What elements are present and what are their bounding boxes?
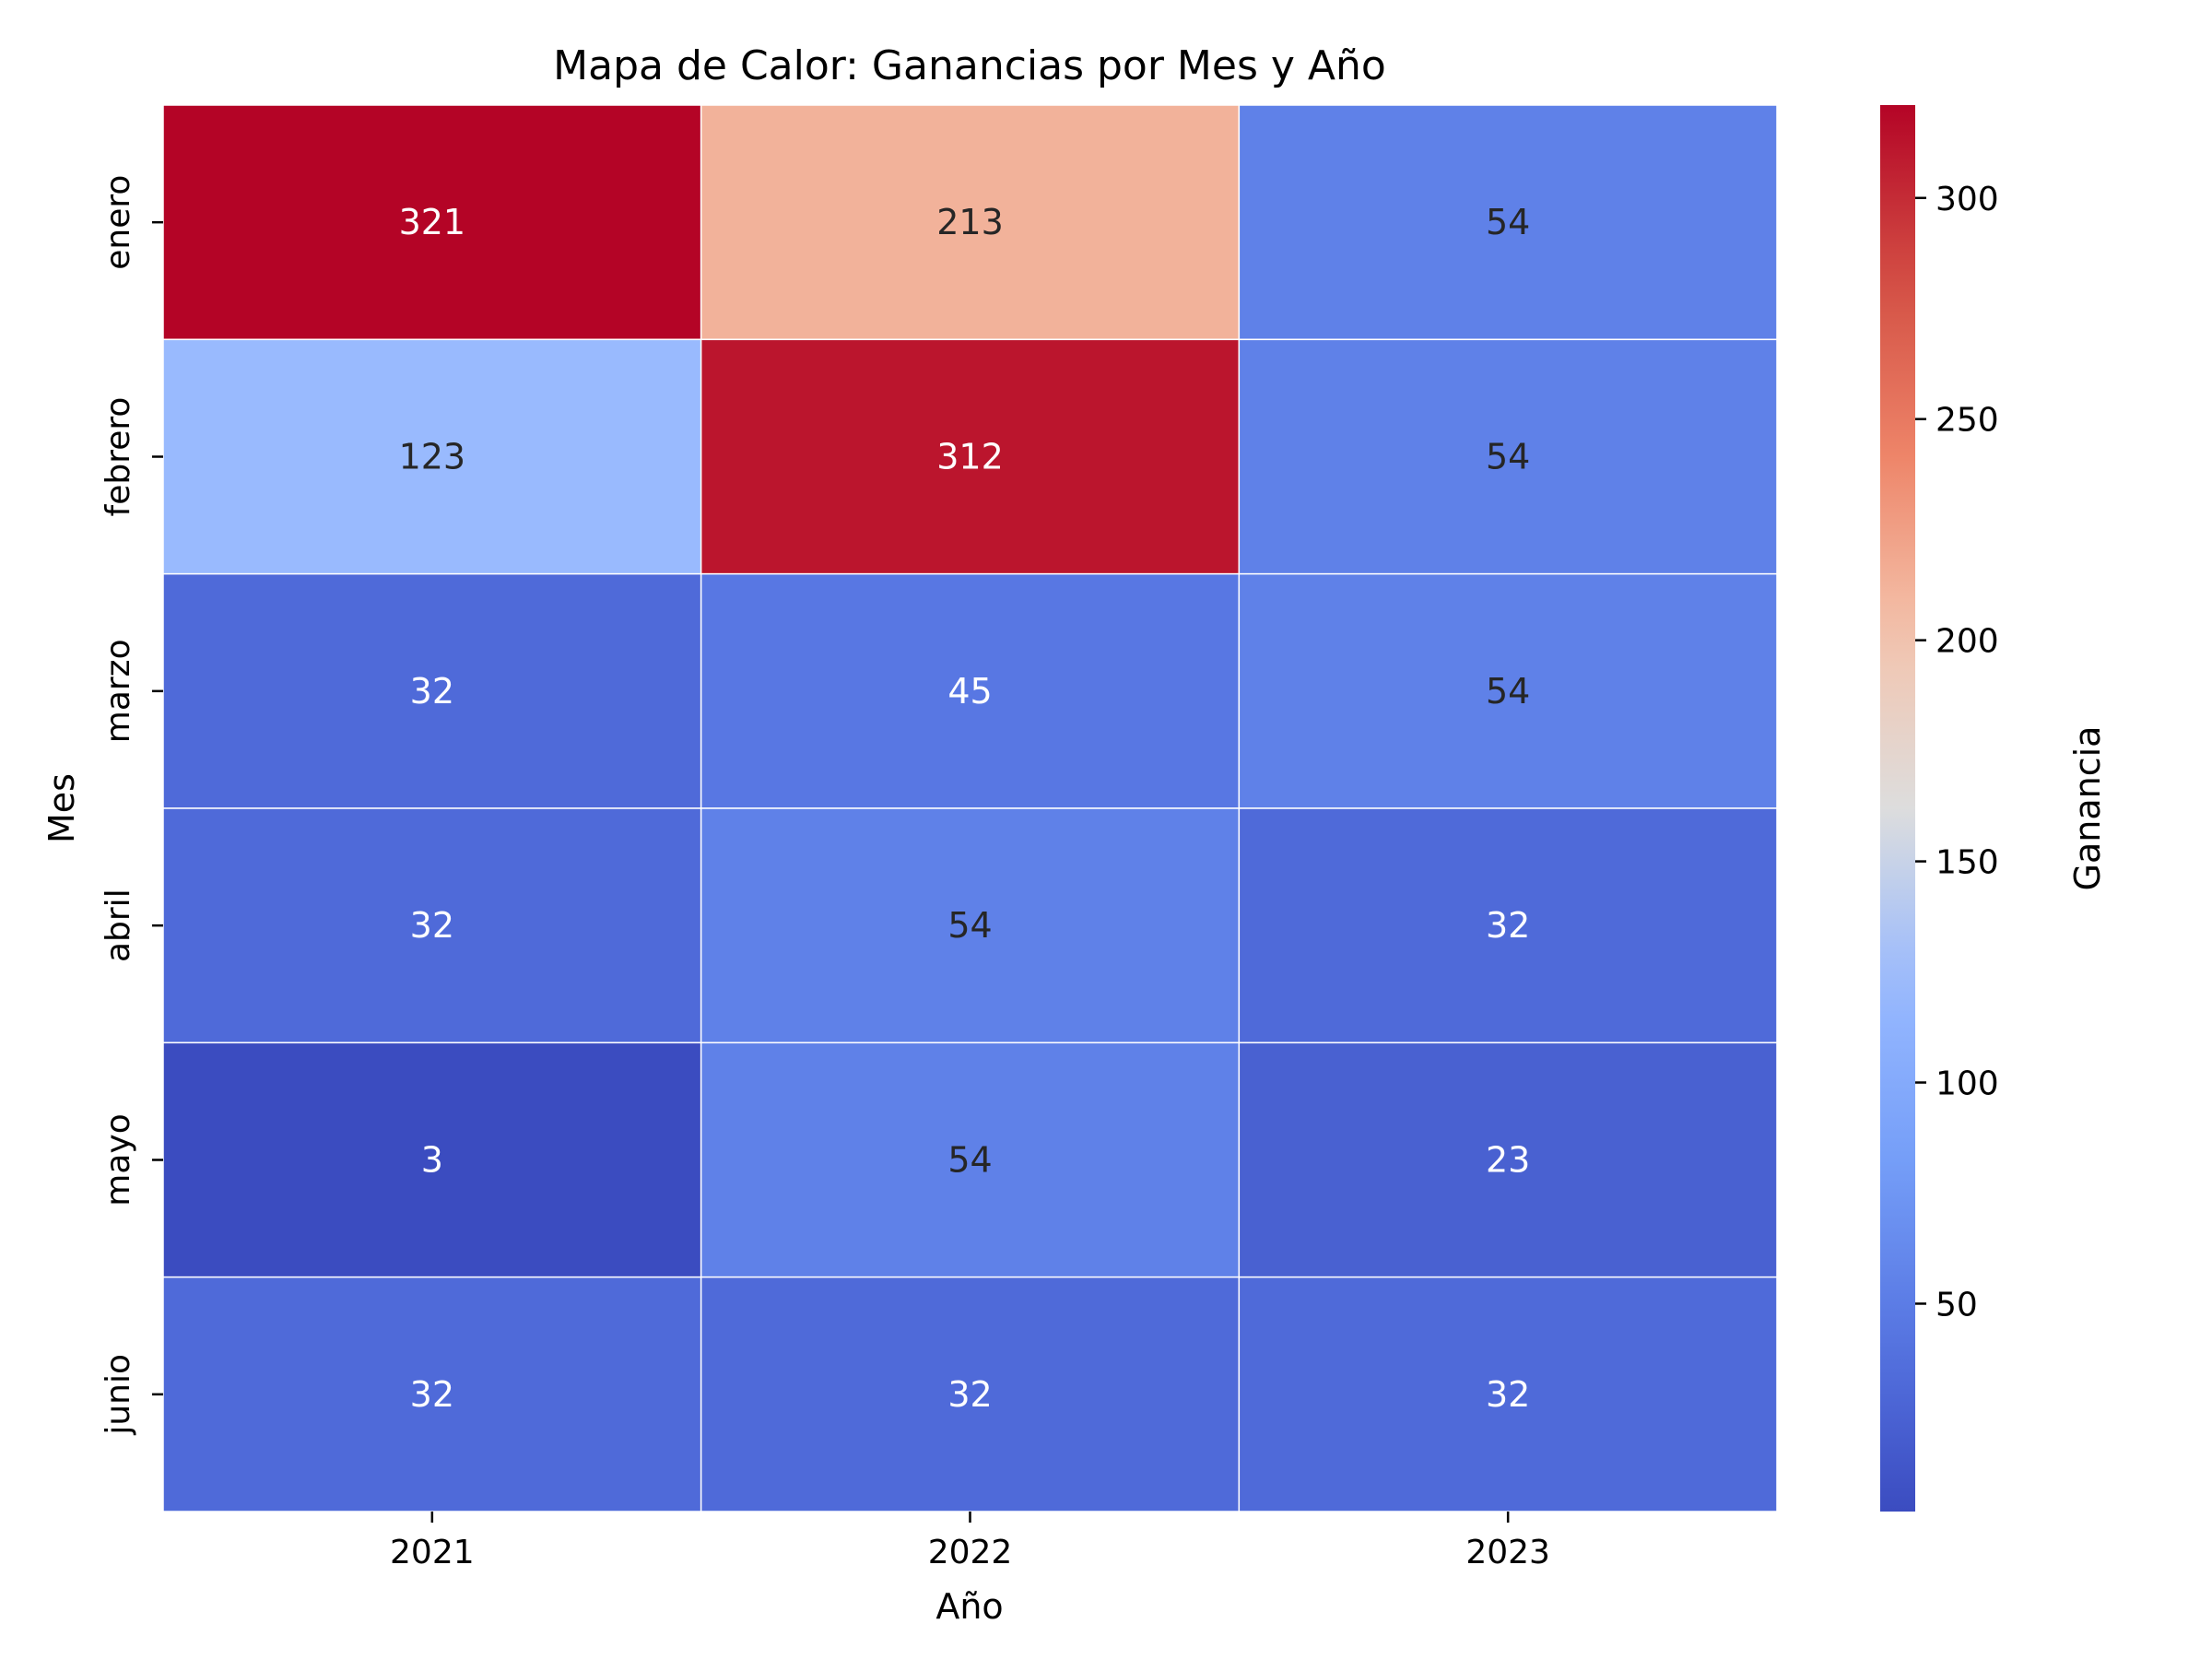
- heatmap-cell-marzo-2022: [700, 572, 1241, 809]
- cell-value-label: 312: [936, 437, 1004, 477]
- chart-title: Mapa de Calor: Ganancias por Mes y Año: [553, 42, 1386, 89]
- cell-value-label: 32: [410, 1374, 454, 1415]
- heatmap-cell-junio-2023: [1238, 1276, 1778, 1512]
- colorbar-tick-label: 250: [1936, 402, 1999, 440]
- y-tick-label: febrero: [100, 397, 137, 517]
- y-axis-label: Mes: [41, 773, 82, 843]
- cell-value-label: 54: [1486, 671, 1530, 712]
- heatmap-cell-abril-2021: [162, 807, 702, 1044]
- heatmap-cell-enero-2021: [162, 104, 702, 341]
- cell-value-label: 32: [947, 1374, 992, 1415]
- colorbar-gradient: [1880, 105, 1915, 1512]
- colorbar-tick-label: 150: [1936, 844, 1999, 882]
- heatmap-cell-mayo-2021: [162, 1041, 702, 1278]
- cell-value-label: 23: [1486, 1140, 1530, 1181]
- heatmap-cell-febrero-2022: [700, 338, 1241, 575]
- colorbar-label: Ganancia: [2067, 726, 2108, 891]
- colorbar-tick-label: 50: [1936, 1286, 1978, 1324]
- heatmap-cell-abril-2023: [1238, 807, 1778, 1044]
- y-tick-label: abril: [100, 888, 137, 962]
- colorbar-tick-label: 300: [1936, 181, 1999, 218]
- heatmap-cell-junio-2022: [700, 1276, 1241, 1512]
- heatmap-cell-enero-2022: [700, 104, 1241, 341]
- cell-value-label: 32: [410, 671, 454, 712]
- x-tick-label: 2023: [1465, 1534, 1550, 1571]
- y-axis: enero febrero marzo abril mayo junio: [100, 175, 163, 1436]
- x-tick-label: 2022: [928, 1534, 1013, 1571]
- heatmap-cell-febrero-2023: [1238, 338, 1778, 575]
- cell-value-label: 3: [421, 1140, 443, 1181]
- colorbar-tick-label: 200: [1936, 623, 1999, 661]
- cell-value-label: 321: [399, 202, 466, 242]
- y-tick-label: mayo: [100, 1113, 137, 1206]
- cell-value-label: 45: [947, 671, 992, 712]
- x-tick-label: 2021: [390, 1534, 475, 1571]
- heatmap-cell-febrero-2021: [162, 338, 702, 575]
- x-axis: 2021 2022 2023: [390, 1512, 1550, 1571]
- colorbar: 50 100 150 200 250 300: [1880, 105, 1999, 1512]
- cell-value-label: 123: [399, 437, 466, 477]
- cell-value-label: 32: [1486, 1374, 1530, 1415]
- heatmap-cells: 321 213 54 123 312 54 32 45 54 32 54 32 3 54 23 32 32 32: [162, 104, 1778, 1512]
- cell-value-label: 32: [410, 905, 454, 946]
- cell-value-label: 54: [1486, 437, 1530, 477]
- y-tick-label: junio: [100, 1354, 137, 1436]
- colorbar-tick-label: 100: [1936, 1065, 1999, 1103]
- y-tick-label: marzo: [100, 639, 137, 743]
- y-tick-label: enero: [100, 175, 137, 270]
- cell-value-label: 54: [947, 1140, 992, 1181]
- x-axis-label: Año: [935, 1586, 1003, 1627]
- heatmap-cell-enero-2023: [1238, 104, 1778, 341]
- cell-value-label: 54: [947, 905, 992, 946]
- heatmap-cell-mayo-2023: [1238, 1041, 1778, 1278]
- heatmap-cell-mayo-2022: [700, 1041, 1241, 1278]
- cell-value-label: 213: [936, 202, 1004, 242]
- cell-value-label: 54: [1486, 202, 1530, 242]
- heatmap-cell-marzo-2021: [162, 572, 702, 809]
- cell-value-label: 32: [1486, 905, 1530, 946]
